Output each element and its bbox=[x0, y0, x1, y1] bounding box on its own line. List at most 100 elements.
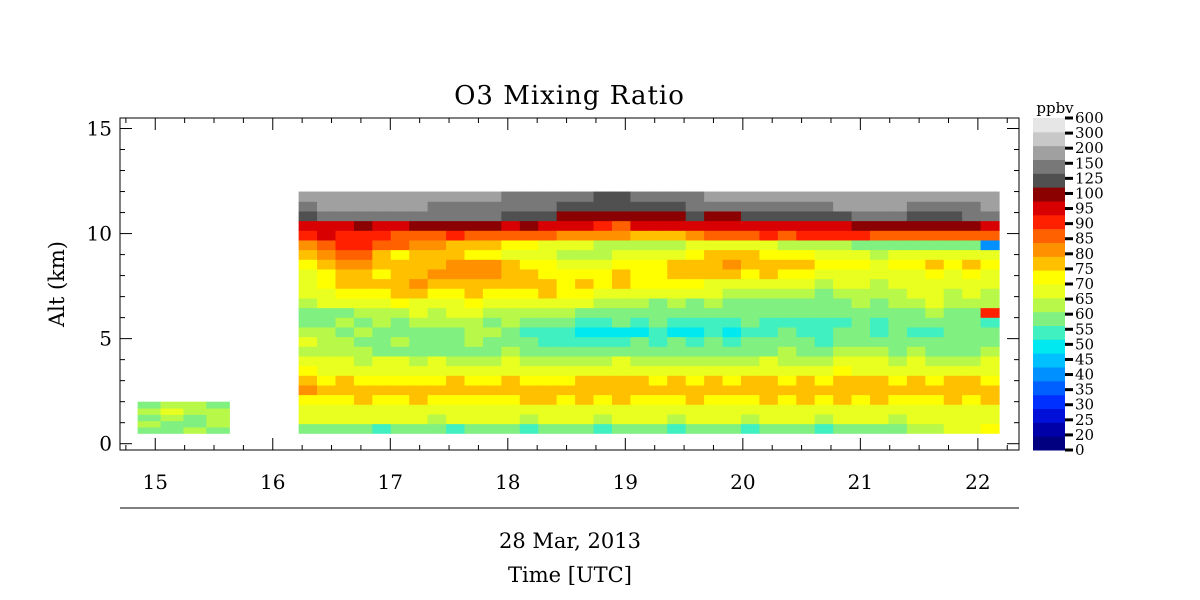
heatmap-cell bbox=[667, 268, 687, 280]
heatmap-cell bbox=[759, 423, 779, 434]
heatmap-cell bbox=[704, 394, 724, 405]
heatmap-cell bbox=[317, 201, 337, 212]
heatmap-cell bbox=[759, 210, 779, 222]
heatmap-cell bbox=[575, 375, 595, 386]
heatmap-cell bbox=[740, 394, 761, 405]
heatmap-cell bbox=[575, 210, 595, 222]
heatmap-cell bbox=[390, 268, 410, 280]
heatmap-cell bbox=[335, 220, 355, 231]
heatmap-cell bbox=[943, 230, 963, 241]
heatmap-cell bbox=[611, 384, 631, 396]
heatmap-cell bbox=[648, 375, 668, 386]
heatmap-cell bbox=[317, 317, 337, 328]
heatmap-cell bbox=[335, 307, 355, 318]
heatmap-cell bbox=[906, 307, 926, 318]
heatmap-cell bbox=[814, 307, 834, 318]
y-axis: 0 5 10 15 bbox=[87, 117, 1019, 456]
heatmap-cell bbox=[777, 297, 797, 309]
heatmap-cell bbox=[740, 404, 761, 415]
heatmap-cell bbox=[372, 375, 392, 386]
heatmap-cell bbox=[851, 404, 871, 415]
heatmap-cell bbox=[704, 220, 724, 231]
heatmap-cell bbox=[482, 210, 502, 222]
heatmap-cell bbox=[740, 191, 761, 202]
heatmap-cell bbox=[870, 220, 890, 231]
heatmap-cell bbox=[298, 239, 318, 251]
heatmap-cell bbox=[943, 326, 963, 338]
heatmap-cell bbox=[851, 191, 871, 202]
heatmap-cell bbox=[722, 336, 742, 347]
colorbar-swatch bbox=[1033, 311, 1065, 326]
colorbar-swatch bbox=[1033, 145, 1065, 160]
heatmap-cell bbox=[482, 201, 502, 212]
heatmap-cell bbox=[298, 336, 318, 347]
heatmap-cell bbox=[335, 201, 355, 212]
colorbar-swatch bbox=[1033, 367, 1065, 382]
heatmap-cell bbox=[888, 201, 908, 212]
heatmap-cell bbox=[317, 230, 337, 241]
heatmap-cell bbox=[667, 365, 687, 376]
heatmap-cell bbox=[335, 394, 355, 405]
heatmap-cell bbox=[353, 239, 373, 251]
heatmap-cell bbox=[353, 336, 373, 347]
heatmap-cell bbox=[427, 239, 447, 251]
heatmap-cell bbox=[648, 288, 668, 299]
heatmap-cell bbox=[390, 249, 410, 260]
heatmap-cell bbox=[611, 278, 631, 289]
heatmap-cell bbox=[538, 326, 558, 338]
heatmap-cell bbox=[538, 297, 558, 309]
heatmap-cell bbox=[298, 249, 318, 260]
heatmap-cell bbox=[575, 268, 595, 280]
colorbar-swatch bbox=[1033, 284, 1065, 299]
heatmap-cell bbox=[667, 404, 687, 415]
heatmap-cell bbox=[372, 365, 392, 376]
heatmap-cell bbox=[372, 249, 392, 260]
heatmap-cell bbox=[575, 307, 595, 318]
heatmap-cell bbox=[814, 230, 834, 241]
heatmap-cell bbox=[870, 297, 890, 309]
heatmap-cell bbox=[906, 288, 926, 299]
heatmap-cell bbox=[519, 191, 539, 202]
heatmap-cell bbox=[446, 249, 466, 260]
heatmap-cell bbox=[980, 288, 1000, 299]
heatmap-cell bbox=[685, 404, 705, 415]
heatmap-cells bbox=[137, 191, 1000, 434]
heatmap-cell bbox=[925, 355, 945, 367]
heatmap-cell bbox=[962, 326, 982, 338]
heatmap-cell bbox=[409, 268, 429, 280]
heatmap-cell bbox=[906, 384, 926, 396]
heatmap-cell bbox=[519, 278, 539, 289]
heatmap-cell bbox=[183, 420, 207, 428]
heatmap-cell bbox=[777, 326, 797, 338]
heatmap-cell bbox=[611, 307, 631, 318]
heatmap-cell bbox=[722, 355, 742, 367]
heatmap-cell bbox=[925, 394, 945, 405]
heatmap-cell bbox=[575, 423, 595, 434]
heatmap-cell bbox=[593, 336, 613, 347]
colorbar-swatch bbox=[1033, 131, 1065, 147]
heatmap-cell bbox=[980, 404, 1000, 415]
heatmap-cell bbox=[906, 268, 926, 280]
heatmap-cell bbox=[482, 297, 502, 309]
heatmap-cell bbox=[722, 346, 742, 357]
colorbar-tick-label: 70 bbox=[1075, 275, 1094, 293]
heatmap-cell bbox=[740, 230, 761, 241]
heatmap-cell bbox=[464, 220, 484, 231]
heatmap-cell bbox=[740, 268, 761, 280]
heatmap-cell bbox=[906, 413, 926, 425]
heatmap-cell bbox=[980, 239, 1000, 251]
heatmap-cell bbox=[593, 249, 613, 260]
heatmap-cell bbox=[556, 346, 576, 357]
heatmap-cell bbox=[704, 326, 724, 338]
y-tick-label: 15 bbox=[87, 117, 112, 141]
heatmap-cell bbox=[943, 259, 963, 270]
heatmap-cell bbox=[501, 317, 521, 328]
heatmap-cell bbox=[722, 423, 742, 434]
heatmap-cell bbox=[796, 230, 816, 241]
heatmap-cell bbox=[575, 259, 595, 270]
heatmap-cell bbox=[427, 375, 447, 386]
heatmap-cell bbox=[372, 259, 392, 270]
heatmap-cell bbox=[962, 259, 982, 270]
heatmap-cell bbox=[722, 268, 742, 280]
heatmap-cell bbox=[446, 365, 466, 376]
